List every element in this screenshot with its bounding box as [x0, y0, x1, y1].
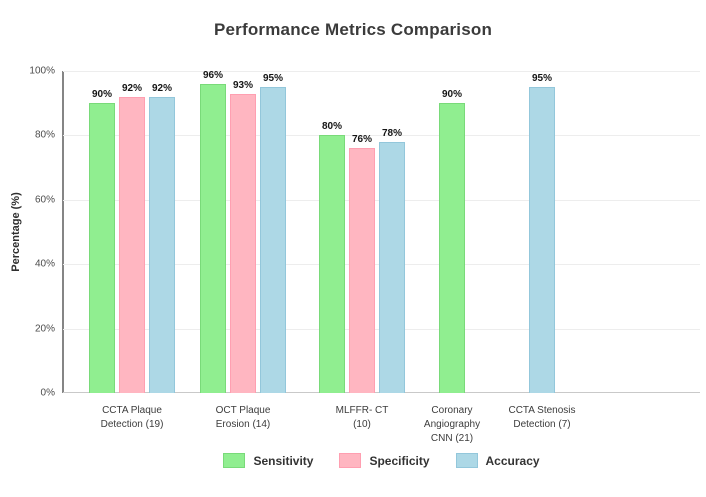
x-axis-label-line: CCTA Stenosis — [508, 405, 576, 416]
bar-item-sensitivity-coronary-angiography-cnn: 90% — [439, 89, 465, 393]
x-axis-label-line: CNN (21) — [430, 433, 474, 444]
bar-value-label-sensitivity-ccta-plaque-detection: 90% — [91, 89, 112, 101]
bar-item-specificity-ccta-plaque-detection: 92% — [119, 83, 145, 393]
bar-item-accuracy-ccta-plaque-detection: 92% — [149, 83, 175, 393]
bar-value-label-specificity-oct-plaque-erosion: 93% — [232, 79, 253, 91]
bar-value-label-accuracy-ccta-stenosis-detection: 95% — [531, 73, 552, 85]
y-axis-tick-labels: 0% 20% 40% 60% 80% 100% — [0, 66, 63, 399]
y-axis-line — [62, 71, 64, 393]
y-tick-20: 20% — [34, 323, 55, 335]
gridline-80 — [63, 135, 700, 137]
gridline-100 — [63, 71, 700, 72]
bar-specificity-oct-plaque-erosion[interactable] — [230, 93, 256, 393]
bar-group-mlffr-ct: 80% 76% 78% — [319, 71, 405, 393]
bar-accuracy-ccta-stenosis-detection[interactable] — [529, 87, 555, 393]
bar-value-label-accuracy-oct-plaque-erosion: 95% — [262, 73, 283, 85]
bar-sensitivity-oct-plaque-erosion[interactable] — [200, 83, 226, 393]
x-axis-label-oct-plaque-erosion: OCT Plaque Erosion (14) — [216, 404, 271, 432]
legend-item-accuracy[interactable]: Accuracy — [455, 453, 540, 468]
bar-item-accuracy-ccta-stenosis-detection: 95% — [529, 73, 555, 393]
bar-item-specificity-mlffr-ct: 76% — [349, 134, 375, 393]
x-axis-label-line: CCTA Plaque — [102, 405, 162, 416]
bar-accuracy-oct-plaque-erosion[interactable] — [260, 87, 286, 393]
x-axis-label-ccta-plaque-detection: CCTA Plaque Detection (19) — [101, 404, 164, 432]
x-axis-label-line: Detection (19) — [100, 419, 164, 430]
bar-item-sensitivity-mlffr-ct: 80% — [319, 121, 345, 393]
bar-group-ccta-plaque-detection: 90% 92% 92% — [89, 71, 175, 393]
bar-item-sensitivity-oct-plaque-erosion: 96% — [200, 70, 226, 393]
bar-value-label-specificity-mlffr-ct: 76% — [351, 134, 372, 146]
bar-sensitivity-ccta-plaque-detection[interactable] — [89, 103, 115, 393]
x-axis-label-ccta-stenosis-detection: CCTA Stenosis Detection (7) — [508, 404, 575, 432]
legend-color-swatch-sensitivity — [223, 453, 246, 468]
bar-accuracy-ccta-plaque-detection[interactable] — [149, 96, 175, 393]
bar-value-label-sensitivity-coronary-angiography-cnn: 90% — [441, 89, 462, 101]
bar-item-accuracy-oct-plaque-erosion: 95% — [260, 73, 286, 393]
x-axis-label-line: (10) — [353, 419, 371, 430]
bar-specificity-mlffr-ct[interactable] — [349, 148, 375, 393]
bar-specificity-ccta-plaque-detection[interactable] — [119, 96, 145, 393]
x-axis-label-line: OCT Plaque — [215, 405, 271, 416]
legend-label-accuracy: Accuracy — [485, 453, 540, 468]
legend-label-specificity: Specificity — [369, 453, 430, 468]
x-axis-label-line: Angiography — [423, 419, 481, 430]
bar-value-label-accuracy-ccta-plaque-detection: 92% — [151, 82, 172, 94]
x-axis-label-line: Erosion (14) — [215, 419, 271, 430]
bar-value-label-specificity-ccta-plaque-detection: 92% — [121, 82, 142, 94]
bar-item-accuracy-mlffr-ct: 78% — [379, 128, 405, 393]
bar-value-label-sensitivity-oct-plaque-erosion: 96% — [202, 69, 223, 81]
y-tick-100: 100% — [29, 65, 55, 77]
x-axis-label-mlffr-ct: MLFFR- CT (10) — [336, 404, 389, 432]
bar-group-ccta-stenosis-detection: 95% — [529, 71, 555, 393]
bar-sensitivity-mlffr-ct[interactable] — [319, 135, 345, 393]
bar-group-oct-plaque-erosion: 96% 93% 95% — [200, 70, 286, 393]
bar-group-coronary-angiography-cnn: 90% — [439, 71, 465, 393]
x-axis-label-line: MLFFR- CT — [335, 405, 389, 416]
legend-color-swatch-accuracy — [455, 453, 478, 468]
bar-item-sensitivity-ccta-plaque-detection: 90% — [89, 89, 115, 393]
legend-color-swatch-specificity — [339, 453, 362, 468]
y-tick-60: 60% — [34, 194, 55, 206]
bar-accuracy-mlffr-ct[interactable] — [379, 141, 405, 393]
legend: Sensitivity Specificity Accuracy — [63, 453, 700, 468]
y-tick-80: 80% — [34, 129, 55, 141]
legend-item-sensitivity[interactable]: Sensitivity — [223, 453, 313, 468]
plot-area: 90% 92% 92% 96% 93% 95% 80% 76% 78% 90% 95% — [62, 70, 700, 393]
legend-label-sensitivity: Sensitivity — [253, 453, 314, 468]
legend-item-specificity[interactable]: Specificity — [339, 453, 430, 468]
bar-value-label-sensitivity-mlffr-ct: 80% — [321, 121, 342, 133]
chart-title: Performance Metrics Comparison — [213, 20, 493, 39]
bar-value-label-accuracy-mlffr-ct: 78% — [381, 127, 402, 139]
bar-item-specificity-oct-plaque-erosion: 93% — [230, 80, 256, 393]
x-axis-label-line: Coronary — [431, 405, 473, 416]
x-axis-label-coronary-angiography-cnn: Coronary Angiography CNN (21) — [424, 404, 480, 446]
y-tick-0: 0% — [40, 387, 55, 399]
bar-sensitivity-coronary-angiography-cnn[interactable] — [439, 103, 465, 393]
y-tick-40: 40% — [34, 258, 55, 270]
x-axis-label-line: Detection (7) — [513, 419, 571, 430]
